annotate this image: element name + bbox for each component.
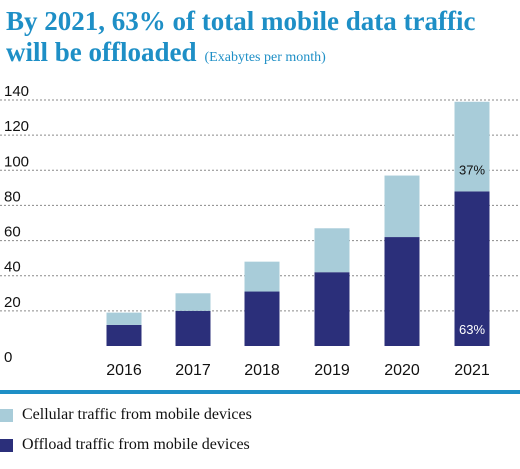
legend-swatch-offload xyxy=(0,438,13,452)
y-tick-label: 20 xyxy=(4,294,21,311)
chart-title: By 2021, 63% of total mobile data traffi… xyxy=(6,6,516,73)
y-tick-label: 100 xyxy=(4,153,29,170)
x-tick-label: 2017 xyxy=(175,362,211,379)
bar-offload-2020 xyxy=(384,237,420,346)
annotation-offload-share: 63% xyxy=(459,322,485,337)
y-tick-label: 60 xyxy=(4,224,21,241)
divider-rule xyxy=(0,390,520,394)
y-tick-label: 0 xyxy=(4,349,12,366)
chart-legend: Cellular traffic from mobile devices Off… xyxy=(0,400,520,460)
legend-label-cellular: Cellular traffic from mobile devices xyxy=(22,406,252,423)
y-tick-label: 120 xyxy=(4,118,29,135)
y-tick-label: 140 xyxy=(4,83,29,100)
bar-offload-2017 xyxy=(175,310,211,346)
bar-offload-2021 xyxy=(454,191,490,346)
legend-item-offload: Offload traffic from mobile devices xyxy=(0,430,520,460)
x-tick-label: 2018 xyxy=(244,362,280,379)
bar-offload-2019 xyxy=(314,272,350,346)
bar-cellular-2018 xyxy=(244,261,280,292)
bar-cellular-2021 xyxy=(454,101,490,192)
bar-cellular-2020 xyxy=(384,175,420,238)
x-tick-label: 2020 xyxy=(384,362,420,379)
annotation-cellular-share: 37% xyxy=(459,163,485,178)
chart-unit-label: (Exabytes per month) xyxy=(204,50,326,65)
legend-swatch-cellular xyxy=(0,408,13,422)
bar-offload-2018 xyxy=(244,291,280,346)
legend-label-offload: Offload traffic from mobile devices xyxy=(22,436,250,453)
bar-offload-2016 xyxy=(106,324,142,346)
x-tick-label: 2019 xyxy=(314,362,350,379)
legend-item-cellular: Cellular traffic from mobile devices xyxy=(0,400,520,430)
x-tick-label: 2016 xyxy=(106,362,142,379)
chart-title-text: By 2021, 63% of total mobile data traffi… xyxy=(6,6,476,67)
bar-cellular-2019 xyxy=(314,228,350,273)
y-tick-label: 40 xyxy=(4,259,21,276)
y-tick-label: 80 xyxy=(4,188,21,205)
stacked-bar-chart: 0 20 40 60 80 100 120 140 2016 2017 2018 2019 2020 20… xyxy=(0,83,520,379)
bar-cellular-2017 xyxy=(175,293,211,311)
bar-cellular-2016 xyxy=(106,312,142,325)
x-tick-label: 2021 xyxy=(454,362,490,379)
